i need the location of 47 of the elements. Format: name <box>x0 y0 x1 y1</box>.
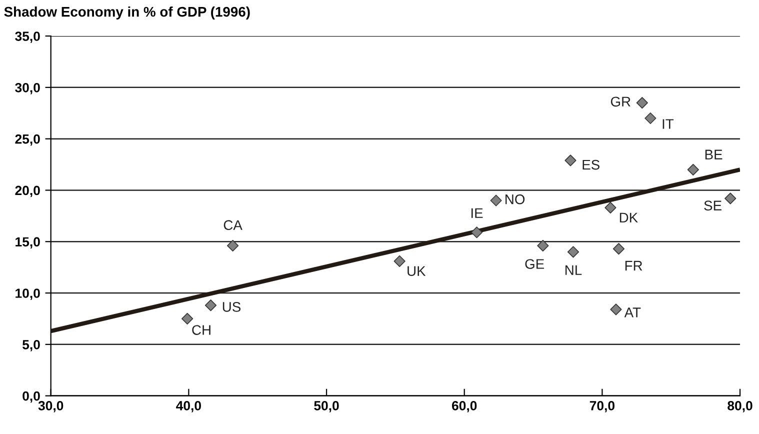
annotation: ES <box>582 160 600 170</box>
point <box>636 97 648 109</box>
x-tick-label: 70,0 <box>590 401 614 412</box>
x-tick-label: 50,0 <box>314 401 339 412</box>
annotation: DK <box>620 212 638 222</box>
annotation: AT <box>624 308 641 318</box>
y-tick-label: 5,0 <box>22 340 40 352</box>
x-tick-label: 40,0 <box>176 401 201 412</box>
point <box>490 194 502 206</box>
y-tick-label: 0,0 <box>22 391 40 403</box>
y-tick-label: 10,0 <box>16 288 40 300</box>
annotation: UK <box>408 266 426 276</box>
point <box>724 192 736 204</box>
point <box>644 112 656 124</box>
annotation: FR <box>625 260 642 270</box>
point <box>226 240 239 252</box>
y-tick-label: 25,0 <box>15 134 40 146</box>
point <box>564 154 576 166</box>
y-tick-label: 15,0 <box>16 237 40 248</box>
annotation: IE <box>471 208 483 218</box>
point <box>182 312 194 325</box>
y-tick-label: 20,0 <box>15 186 40 198</box>
point <box>612 243 625 255</box>
annotation: GR <box>610 96 630 107</box>
annotation: NO <box>506 194 525 204</box>
point <box>470 226 483 238</box>
annotation: BE <box>705 150 722 160</box>
point <box>604 202 616 214</box>
point <box>610 304 622 316</box>
annotation: IT <box>662 119 674 129</box>
point <box>204 300 217 312</box>
point <box>687 164 699 176</box>
annotation: NL <box>566 265 582 275</box>
x-tick-label: 80,0 <box>728 401 752 412</box>
x-tick-label: 30,0 <box>38 401 64 412</box>
annotation: GE <box>525 259 544 269</box>
annotation: US <box>222 302 241 312</box>
point <box>394 255 406 267</box>
annotation: CH <box>192 325 210 335</box>
y-tick-label: 30,0 <box>15 82 40 94</box>
x-tick-label: 60,0 <box>452 401 477 412</box>
annotation: CA <box>224 220 242 230</box>
point <box>567 246 580 258</box>
y-tick-label: 35,0 <box>15 32 40 43</box>
chart-title: Shadow Economy in % of GDP (1996) <box>4 6 250 20</box>
annotation: SE <box>704 200 722 210</box>
point <box>537 240 549 252</box>
